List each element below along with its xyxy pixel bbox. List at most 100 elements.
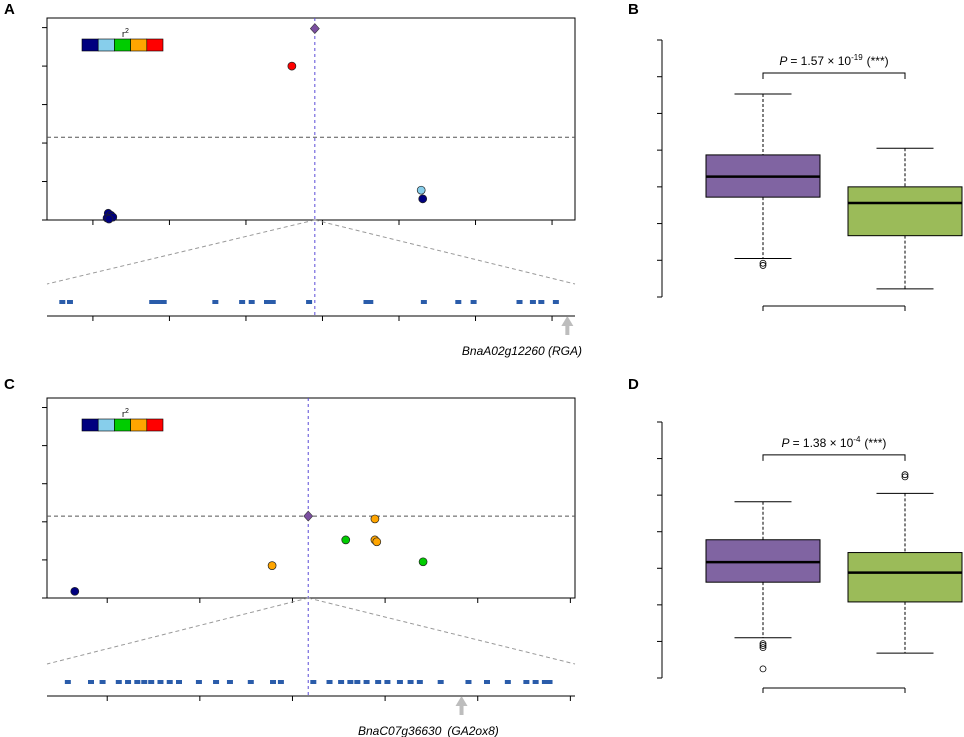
gene-block — [523, 680, 530, 684]
gene-block — [239, 300, 246, 304]
p-value-mantissa: = 1.38 × 10 — [793, 436, 854, 450]
gene-block — [264, 300, 270, 304]
gene-block — [407, 680, 414, 684]
gene-block — [160, 300, 167, 304]
p-value-annotation: P = 1.38 × 10-4 (***) — [782, 435, 887, 450]
outlier-point — [759, 644, 767, 652]
gene-block — [338, 680, 345, 684]
gene-block — [552, 300, 559, 304]
panel-label-b: B — [628, 1, 639, 18]
gene-block — [504, 680, 511, 684]
r2-legend-swatch — [130, 38, 148, 52]
highlight-gene-id: BnaA02g12260 (RGA) — [462, 344, 582, 358]
gene-block — [270, 680, 277, 684]
gene-block — [134, 680, 141, 684]
gene-block — [529, 300, 536, 304]
gene-block — [226, 680, 233, 684]
snp-point — [267, 561, 277, 570]
snp-point — [341, 535, 351, 545]
gene-block — [367, 300, 374, 304]
snp-point — [416, 185, 426, 195]
plot-frame — [46, 17, 576, 221]
zoom-connector-left — [46, 219, 315, 285]
panel-a-regional-plot: r2 BnaA02g12260 (RGA) — [42, 17, 582, 358]
highlight-gene-note: (GA2ox8) — [447, 724, 498, 737]
gene-block — [149, 300, 156, 304]
panel-c-regional-plot: r2 BnaC07g36630 (GA2ox8) — [42, 397, 576, 737]
snp-point — [418, 194, 428, 204]
p-value-significance: (***) — [864, 436, 886, 450]
snp-point — [370, 514, 380, 524]
highlight-gene-arrow-head — [561, 316, 574, 326]
p-value-exponent: -19 — [851, 53, 863, 62]
gene-block — [213, 680, 220, 684]
significance-bracket — [762, 72, 906, 80]
box-iqr — [847, 552, 963, 603]
panel-label-c: C — [4, 376, 15, 393]
r2-legend-swatch — [146, 418, 164, 432]
gene-block — [416, 680, 423, 684]
r2-legend-swatch — [97, 418, 115, 432]
highlight-gene-id: BnaC07g36630 — [358, 724, 442, 737]
r2-legend-title: r2 — [122, 408, 129, 419]
significance-bracket — [762, 454, 906, 461]
snp-point — [287, 61, 297, 71]
snp-point — [372, 537, 382, 547]
zoom-connector-left — [46, 597, 309, 665]
zoom-connector-right — [308, 597, 576, 665]
gene-block — [166, 680, 173, 684]
gene-block — [420, 300, 427, 304]
gene-block — [277, 680, 284, 684]
gene-block — [396, 680, 403, 684]
gene-block — [195, 680, 202, 684]
gene-block — [99, 680, 106, 684]
gene-block — [375, 680, 382, 684]
panel-label-d: D — [628, 376, 639, 393]
snp-point — [104, 214, 114, 224]
highlight-gene-label: BnaA02g12260 (RGA) — [462, 344, 582, 358]
panel-label-a: A — [4, 1, 15, 18]
p-letter: P — [782, 436, 790, 450]
gene-block — [363, 680, 370, 684]
gene-block — [306, 300, 313, 304]
gene-block — [532, 680, 539, 684]
gene-block — [470, 300, 477, 304]
gene-block — [115, 680, 122, 684]
outlier-point — [759, 259, 767, 267]
gene-block — [154, 300, 161, 304]
gene-block — [176, 680, 182, 684]
gene-block — [269, 300, 276, 304]
gene-block — [148, 680, 155, 684]
panel-b-boxplot: P = 1.57 × 10-19 (***) — [657, 39, 963, 311]
gene-block — [66, 300, 73, 304]
panel-d-boxplot: P = 1.38 × 10-4 (***) — [657, 421, 963, 693]
gene-block — [125, 680, 132, 684]
gene-block — [326, 680, 333, 684]
plot-frame — [46, 397, 576, 599]
gene-block — [212, 300, 219, 304]
p-value-exponent: -4 — [853, 435, 861, 444]
gene-block — [354, 680, 361, 684]
gene-block — [157, 680, 164, 684]
gene-block — [310, 680, 317, 684]
gene-block — [88, 680, 94, 684]
gene-block — [248, 300, 255, 304]
gene-block — [541, 680, 548, 684]
gene-block — [363, 300, 370, 304]
p-value-significance: (***) — [867, 54, 889, 68]
gene-block — [538, 300, 545, 304]
r2-legend-swatch — [146, 38, 164, 52]
gene-block — [465, 680, 472, 684]
gene-block — [384, 680, 391, 684]
highlight-gene-arrow-head — [455, 696, 468, 706]
p-value-mantissa: = 1.57 × 10 — [790, 54, 851, 68]
zoom-connector-right — [314, 219, 576, 285]
outlier-point — [901, 473, 909, 481]
gene-block — [247, 680, 254, 684]
gene-block — [347, 680, 354, 684]
gene-block — [59, 300, 66, 304]
outlier-point — [759, 640, 767, 648]
r2-legend-swatch — [97, 38, 115, 52]
gene-block — [141, 680, 148, 684]
